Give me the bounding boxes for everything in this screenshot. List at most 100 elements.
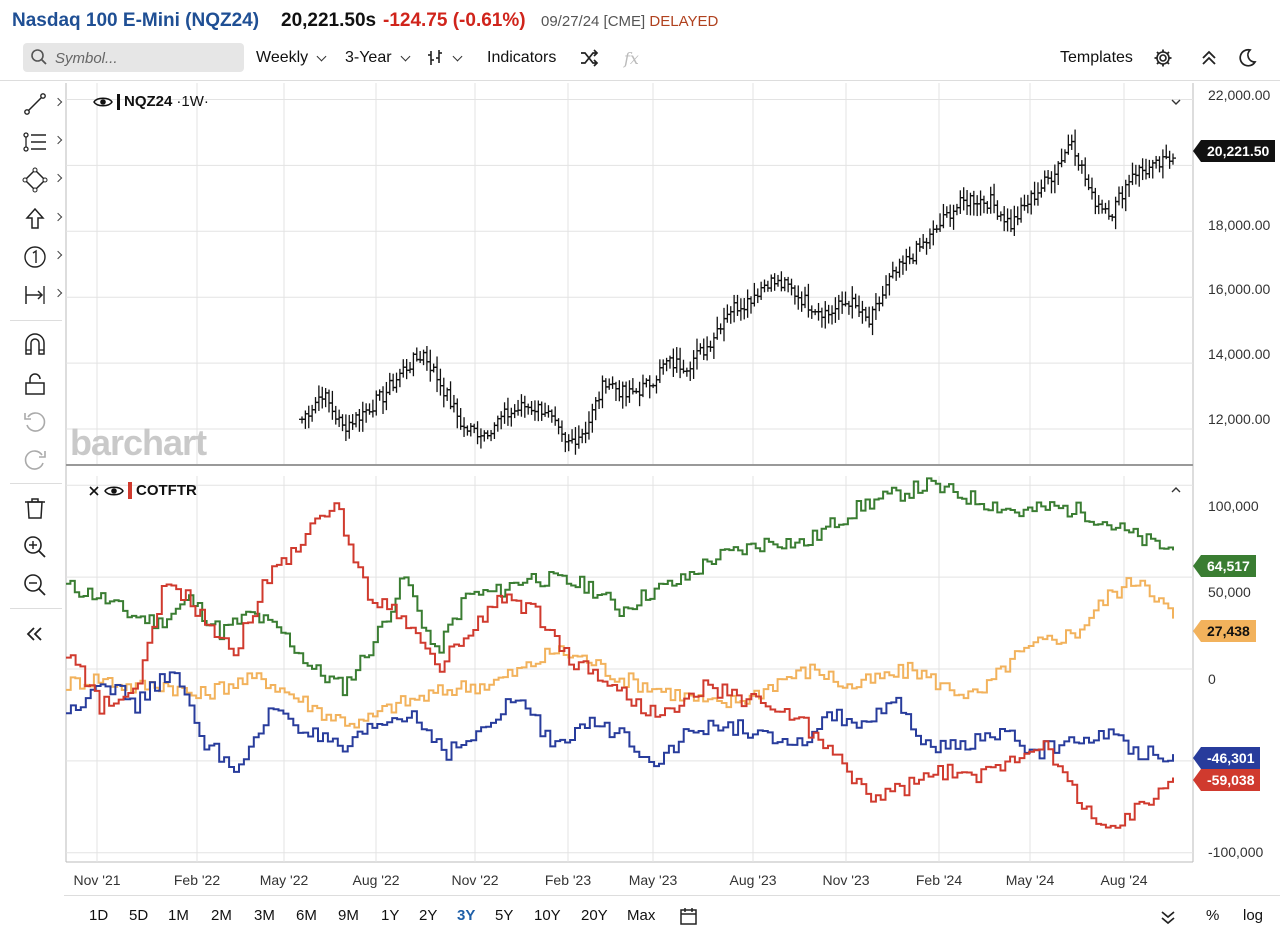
magnet-icon bbox=[25, 333, 45, 355]
range-9m[interactable]: 9M bbox=[338, 907, 359, 924]
range-5d[interactable]: 5D bbox=[129, 907, 149, 924]
fx-button[interactable]: fx bbox=[624, 48, 639, 68]
moon-icon bbox=[1239, 48, 1257, 67]
zoom-out-icon bbox=[24, 574, 46, 596]
x-axis-label: Nov '21 bbox=[73, 872, 121, 888]
indicators-button[interactable]: Indicators bbox=[487, 49, 557, 66]
fibonacci-icon bbox=[23, 132, 46, 152]
period-label: 3-Year bbox=[345, 49, 392, 66]
range-5y[interactable]: 5Y bbox=[495, 907, 514, 924]
range-max[interactable]: Max bbox=[627, 907, 656, 924]
zoom-in-icon bbox=[24, 536, 46, 558]
range-10y[interactable]: 10Y bbox=[534, 907, 561, 924]
undo-icon bbox=[24, 412, 46, 432]
calendar-icon[interactable] bbox=[679, 907, 698, 926]
last-price: 20,221.50s bbox=[281, 10, 377, 31]
range-3y[interactable]: 3Y bbox=[457, 907, 476, 924]
trendline-tool[interactable] bbox=[22, 88, 64, 120]
price-interval: ·1W· bbox=[176, 93, 209, 110]
price-change: -124.75 (-0.61%) bbox=[383, 10, 526, 31]
shape-tool[interactable] bbox=[22, 164, 64, 196]
zoom-out-button[interactable] bbox=[22, 569, 64, 601]
cot-series-blue-line bbox=[66, 671, 1174, 773]
range-6m[interactable]: 6M bbox=[296, 907, 317, 924]
cot-y-label: -100,000 bbox=[1208, 844, 1264, 860]
price-y-label: 16,000.00 bbox=[1208, 281, 1271, 297]
measure-icon bbox=[25, 286, 45, 304]
range-1y[interactable]: 1Y bbox=[381, 907, 400, 924]
redo-icon bbox=[24, 450, 46, 470]
delayed-badge: DELAYED bbox=[649, 13, 719, 30]
x-axis-label: Aug '24 bbox=[1100, 872, 1148, 888]
barchart-watermark: barchart bbox=[70, 422, 207, 463]
quote-meta: 09/27/24 [CME] DELAYED bbox=[541, 13, 718, 30]
symbol-title[interactable]: Nasdaq 100 E-Mini (NQZ24) bbox=[12, 10, 260, 31]
bar-chart-type-icon bbox=[428, 50, 442, 65]
x-axis-label: Nov '23 bbox=[822, 872, 870, 888]
interval-label: Weekly bbox=[256, 49, 309, 66]
collapse-toolbar-button[interactable] bbox=[1200, 46, 1218, 70]
arrow-up-icon bbox=[25, 207, 45, 229]
price-y-label: 14,000.00 bbox=[1208, 346, 1271, 362]
collapse-tools-button[interactable] bbox=[22, 618, 64, 650]
range-1d[interactable]: 1D bbox=[89, 907, 109, 924]
period-dropdown[interactable]: 3-Year bbox=[345, 46, 411, 70]
price-y-label: 22,000.00 bbox=[1208, 87, 1271, 103]
chart-type-dropdown[interactable] bbox=[426, 46, 463, 70]
templates-button[interactable]: Templates bbox=[1060, 49, 1133, 66]
log-scale-button[interactable]: log bbox=[1243, 907, 1264, 924]
range-1m[interactable]: 1M bbox=[168, 907, 189, 924]
toolbar-divider bbox=[0, 80, 1280, 81]
zoom-in-button[interactable] bbox=[22, 531, 64, 563]
search-input[interactable] bbox=[53, 47, 237, 69]
double-chevron-down-icon[interactable] bbox=[1160, 909, 1176, 925]
eye-icon[interactable] bbox=[104, 484, 124, 498]
cot-y-label: 50,000 bbox=[1208, 584, 1251, 600]
tools-divider bbox=[10, 483, 62, 484]
interval-dropdown[interactable]: Weekly bbox=[256, 46, 327, 70]
redo-button[interactable] bbox=[22, 444, 64, 476]
close-icon[interactable] bbox=[88, 485, 100, 497]
range-2y[interactable]: 2Y bbox=[419, 907, 438, 924]
arrow-tool[interactable] bbox=[22, 203, 64, 235]
delete-drawings-button[interactable] bbox=[22, 492, 64, 524]
numbered-circle-icon bbox=[24, 246, 46, 268]
x-axis-label: May '23 bbox=[628, 872, 678, 888]
pane-collapse-icon[interactable] bbox=[1170, 97, 1182, 107]
shuffle-icon bbox=[581, 49, 599, 67]
gear-icon bbox=[1154, 49, 1172, 67]
green-series-tag: 64,517 bbox=[1193, 555, 1256, 577]
series-color-swatch bbox=[117, 93, 120, 110]
fibonacci-tool[interactable] bbox=[22, 126, 64, 158]
percent-scale-button[interactable]: % bbox=[1206, 907, 1220, 924]
magnet-tool[interactable] bbox=[22, 329, 64, 361]
pane-expand-icon[interactable] bbox=[1170, 485, 1182, 495]
measure-tool[interactable] bbox=[22, 279, 64, 311]
last-price-tag: 20,221.50 bbox=[1192, 140, 1276, 162]
blue-series-tag: -46,301 bbox=[1192, 747, 1261, 769]
range-20y[interactable]: 20Y bbox=[581, 907, 608, 924]
price-pane-label: NQZ24·1W· bbox=[93, 93, 209, 110]
annotation-tool[interactable] bbox=[22, 241, 64, 273]
cot-y-label: 100,000 bbox=[1208, 498, 1259, 514]
lock-tool[interactable] bbox=[22, 368, 64, 400]
dark-mode-toggle[interactable] bbox=[1237, 46, 1257, 70]
range-3m[interactable]: 3M bbox=[254, 907, 275, 924]
price-symbol: NQZ24 bbox=[124, 93, 173, 110]
compare-button[interactable] bbox=[579, 46, 599, 70]
settings-button[interactable] bbox=[1153, 46, 1173, 70]
range-2m[interactable]: 2M bbox=[211, 907, 232, 924]
symbol-search[interactable] bbox=[23, 43, 244, 72]
trash-icon bbox=[25, 498, 45, 519]
price-y-label: 12,000.00 bbox=[1208, 411, 1271, 427]
cot-pane-label: COTFTR bbox=[88, 482, 197, 499]
undo-button[interactable] bbox=[22, 406, 64, 438]
tools-divider bbox=[10, 608, 62, 609]
red-series-tag: -59,038 bbox=[1192, 769, 1261, 791]
x-axis-label: Aug '22 bbox=[352, 872, 400, 888]
x-axis-label: Feb '24 bbox=[915, 872, 963, 888]
eye-icon[interactable] bbox=[93, 95, 113, 109]
cot-series-red-line bbox=[66, 502, 1174, 829]
cot-name: COTFTR bbox=[136, 482, 197, 499]
